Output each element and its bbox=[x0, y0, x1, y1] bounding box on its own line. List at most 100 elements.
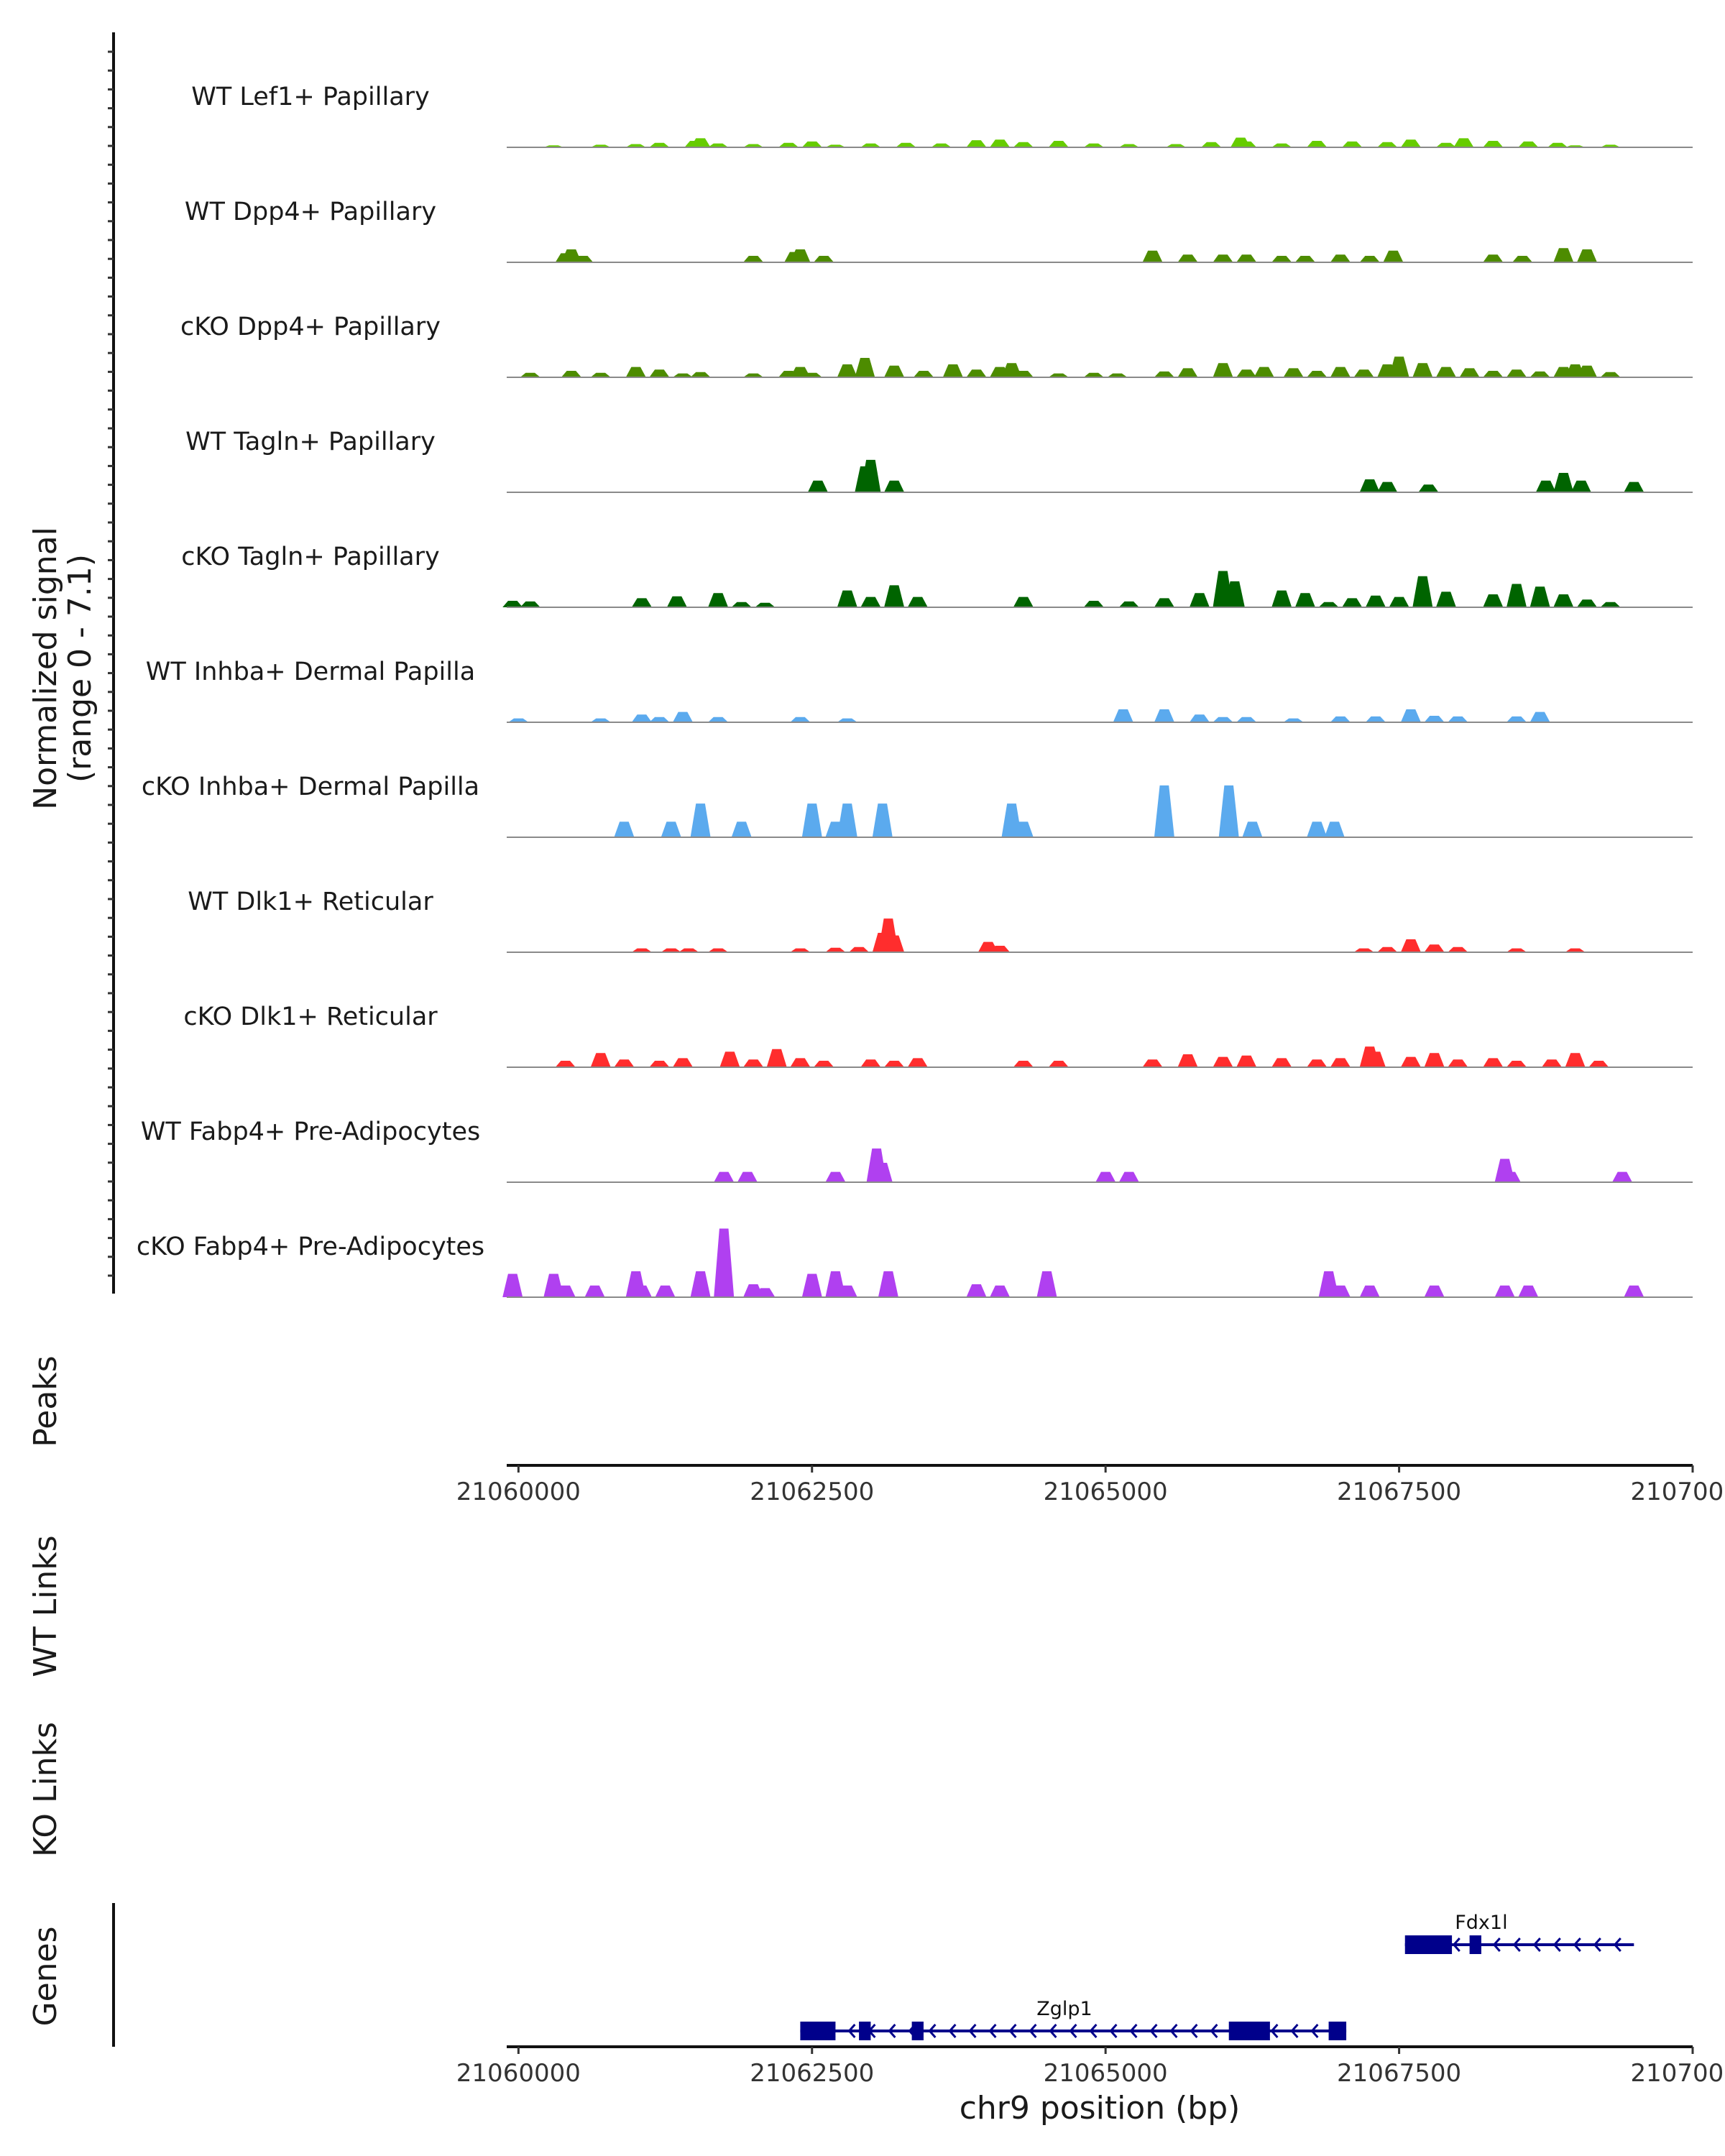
signal-peak bbox=[614, 1059, 635, 1067]
track-5: WT Inhba+ Dermal Papilla bbox=[146, 658, 1693, 723]
signal-peak bbox=[631, 714, 652, 722]
signal-peak bbox=[1118, 144, 1139, 147]
signal-peak bbox=[673, 373, 693, 377]
strand-arrow bbox=[968, 2024, 977, 2038]
signal-peak bbox=[1166, 144, 1187, 147]
signal-peak bbox=[1435, 142, 1456, 147]
signal-peak bbox=[860, 596, 881, 607]
strand-arrow bbox=[1109, 2024, 1118, 2038]
strand-arrow bbox=[1029, 2024, 1037, 2038]
y-axis-label-line2: (range 0 - 7.1) bbox=[62, 554, 98, 783]
signal-peak bbox=[1577, 599, 1597, 607]
signal-peak bbox=[1459, 368, 1480, 377]
signal-peak bbox=[1518, 141, 1539, 147]
track-10: cKO Fabp4+ Pre-Adipocytes bbox=[137, 1228, 1693, 1298]
signal-peak bbox=[1307, 821, 1328, 837]
signal-peak bbox=[1588, 1061, 1609, 1067]
signal-peak bbox=[690, 372, 711, 377]
signal-peak bbox=[790, 1058, 811, 1067]
signal-peak bbox=[1353, 948, 1374, 952]
track-label: WT Dpp4+ Papillary bbox=[185, 198, 436, 226]
signal-peak bbox=[1565, 1053, 1586, 1067]
signal-peak bbox=[1448, 716, 1468, 722]
track-1: WT Dpp4+ Papillary bbox=[185, 198, 1693, 263]
signal-peak bbox=[1377, 946, 1398, 952]
signal-peak bbox=[814, 1061, 834, 1067]
signal-peak bbox=[673, 1058, 693, 1067]
signal-peak bbox=[807, 480, 828, 492]
signal-peak bbox=[1377, 142, 1398, 147]
signal-peak bbox=[590, 718, 611, 722]
gene-exon bbox=[1228, 2022, 1270, 2040]
signal-peak bbox=[1424, 716, 1445, 722]
strand-arrow bbox=[948, 2024, 957, 2038]
signal-peak bbox=[1013, 596, 1034, 607]
signal-peak bbox=[661, 821, 681, 837]
signal-peak bbox=[1424, 944, 1445, 952]
signal-peak bbox=[1483, 594, 1504, 607]
signal-peak bbox=[884, 365, 905, 377]
signal-peak bbox=[731, 602, 752, 607]
gene-exon bbox=[1469, 1935, 1481, 1954]
signal-peak bbox=[1271, 256, 1292, 262]
signal-peak bbox=[1547, 142, 1568, 147]
gene-exon bbox=[1404, 1935, 1453, 1954]
strand-arrow bbox=[1190, 2024, 1198, 2038]
x-axis-label: chr9 position (bp) bbox=[960, 2090, 1241, 2127]
signal-peak bbox=[755, 602, 776, 607]
strand-arrow bbox=[1069, 2024, 1077, 2038]
x-tick-label: 21065000 bbox=[1044, 1478, 1168, 1506]
signal-peak bbox=[614, 821, 635, 837]
signal-peak bbox=[801, 372, 822, 377]
strand-arrow bbox=[1593, 1938, 1601, 1952]
track-label: WT Fabp4+ Pre-Adipocytes bbox=[141, 1118, 480, 1146]
signal-peak bbox=[678, 948, 699, 952]
signal-peak bbox=[801, 1273, 822, 1297]
signal-peak bbox=[590, 372, 611, 377]
signal-peak bbox=[1400, 139, 1421, 147]
signal-peak bbox=[1424, 1053, 1445, 1067]
track-0: WT Lef1+ Papillary bbox=[191, 83, 1693, 148]
strand-arrow bbox=[1552, 1938, 1561, 1952]
signal-peak bbox=[1224, 581, 1245, 607]
signal-peak bbox=[872, 803, 893, 837]
signal-peak bbox=[1577, 365, 1597, 377]
signal-peak bbox=[1377, 482, 1398, 492]
signal-peak bbox=[1565, 948, 1586, 952]
signal-peak bbox=[1330, 254, 1351, 262]
x-tick-label: 21067500 bbox=[1337, 2059, 1461, 2088]
track-6: cKO Inhba+ Dermal Papilla bbox=[142, 773, 1693, 838]
signal-peak bbox=[1600, 372, 1621, 377]
x-tick-label: 21062500 bbox=[750, 2059, 874, 2088]
track-label: WT Tagln+ Papillary bbox=[185, 428, 436, 456]
signal-peak bbox=[1400, 1056, 1421, 1067]
signal-peak bbox=[649, 717, 670, 722]
signal-peak bbox=[896, 142, 916, 147]
signal-peak bbox=[1083, 143, 1104, 147]
signal-peak bbox=[884, 480, 905, 492]
signal-peak bbox=[1424, 1285, 1445, 1297]
signal-peak bbox=[1189, 714, 1210, 722]
signal-peak bbox=[1418, 484, 1439, 492]
signal-peak bbox=[1236, 369, 1257, 377]
signal-peak bbox=[555, 1061, 576, 1067]
signal-peak bbox=[631, 1285, 652, 1297]
strand-arrow bbox=[1129, 2024, 1138, 2038]
signal-peak bbox=[1506, 369, 1527, 377]
signal-peak bbox=[1213, 717, 1233, 722]
signal-peak bbox=[1435, 591, 1456, 607]
signal-peak bbox=[837, 803, 857, 837]
gene-exon bbox=[911, 2022, 924, 2040]
signal-peak bbox=[801, 141, 822, 147]
signal-peak bbox=[1553, 248, 1574, 262]
track-3: WT Tagln+ Papillary bbox=[185, 428, 1693, 493]
signal-peak bbox=[1383, 250, 1404, 262]
signal-peak bbox=[1154, 371, 1174, 377]
signal-peak bbox=[1142, 250, 1163, 262]
signal-peak bbox=[743, 373, 764, 377]
signal-peak bbox=[790, 717, 811, 722]
signal-peak bbox=[1359, 256, 1380, 262]
signal-peak bbox=[1307, 371, 1328, 377]
signal-peak bbox=[1412, 363, 1433, 377]
